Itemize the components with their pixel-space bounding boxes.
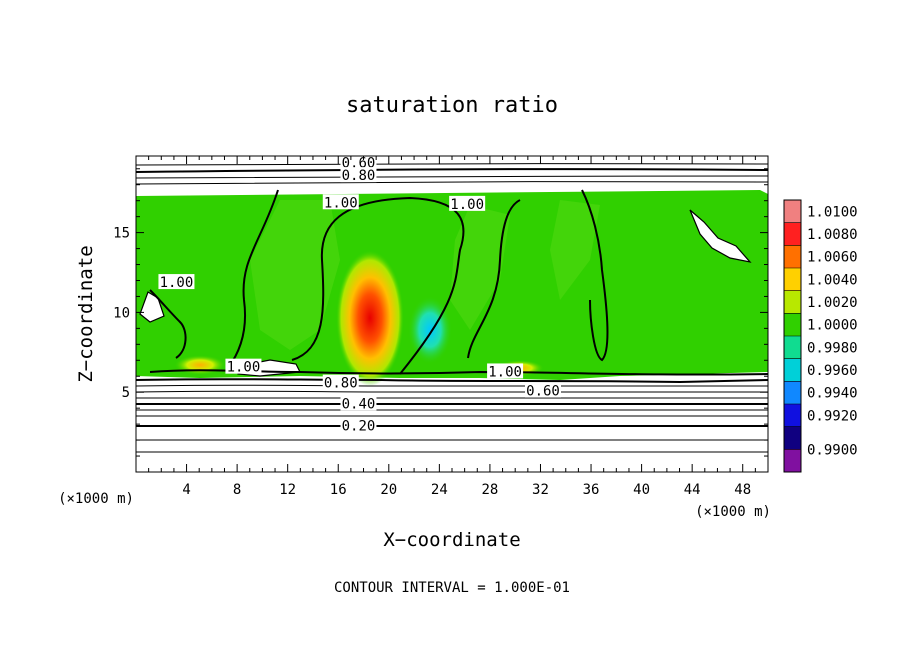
colorbar-tick-label: 0.9900 bbox=[807, 442, 858, 458]
x-tick-label: 8 bbox=[233, 482, 241, 498]
chart-title: saturation ratio bbox=[346, 93, 558, 118]
colorbar-swatch bbox=[784, 313, 801, 336]
contour-label-bg bbox=[340, 395, 377, 411]
contour-label-bg bbox=[340, 167, 377, 183]
x-axis-label: X−coordinate bbox=[383, 529, 520, 551]
contour-label-bg bbox=[322, 374, 359, 390]
colorbar-swatch bbox=[784, 426, 801, 450]
colorbar-swatch bbox=[784, 222, 801, 246]
contour-label: 1.00 bbox=[160, 275, 194, 291]
colorbar-swatch bbox=[784, 200, 801, 223]
colorbar-swatch bbox=[784, 404, 801, 427]
x-unit-label-right: (×1000 m) bbox=[695, 504, 771, 520]
x-tick-label: 4 bbox=[182, 482, 190, 498]
colorbar-swatch bbox=[784, 358, 801, 382]
y-tick-label: 15 bbox=[113, 226, 130, 242]
contour-label-bg bbox=[340, 417, 377, 433]
contour-label: 0.40 bbox=[342, 396, 376, 412]
y-tick-label: 5 bbox=[122, 385, 130, 401]
contour-label: 1.00 bbox=[450, 197, 484, 213]
colorbar-swatch bbox=[784, 336, 801, 359]
x-tick-label: 48 bbox=[734, 482, 751, 498]
colorbar-tick-label: 1.0080 bbox=[807, 227, 858, 243]
low-saturation-patch bbox=[408, 296, 452, 364]
x-tick-label: 20 bbox=[380, 482, 397, 498]
contour-label-layer: 0.600.801.00 1.001.001.00 1.000.80 0.600.40… bbox=[158, 156, 562, 435]
supersaturation-core bbox=[336, 250, 404, 386]
contour-label-bg bbox=[322, 194, 359, 210]
contour-lines bbox=[136, 163, 768, 453]
x-tick-label: 44 bbox=[684, 482, 701, 498]
colorbar-tick-label: 1.0060 bbox=[807, 250, 858, 266]
contour-label-bg bbox=[525, 382, 562, 398]
dry-patch-northeast bbox=[689, 209, 752, 263]
colorbar-swatch bbox=[784, 381, 801, 404]
x-unit-label-left: (×1000 m) bbox=[58, 491, 134, 507]
x-tick-label: 32 bbox=[532, 482, 549, 498]
x-tick-label: 36 bbox=[583, 482, 600, 498]
contour-label: 0.20 bbox=[342, 419, 376, 435]
x-tick-label: 16 bbox=[330, 482, 347, 498]
x-tick-label: 12 bbox=[279, 482, 296, 498]
colorbar-swatch bbox=[784, 245, 801, 268]
colorbar-tick-label: 0.9980 bbox=[807, 340, 858, 356]
contour-label: 1.00 bbox=[488, 364, 522, 380]
y-tick-label: 10 bbox=[113, 305, 130, 321]
field-lighter-patches bbox=[250, 200, 600, 350]
x-tick-label: 40 bbox=[633, 482, 650, 498]
contour-label-bg bbox=[225, 358, 262, 374]
x-axis-ticks: 4 8 12 16 20 24 28 32 36 40 44 48 bbox=[148, 156, 756, 498]
contour-label: 1.00 bbox=[227, 360, 261, 376]
y-axis-label: Z−coordinate bbox=[75, 245, 97, 382]
colorbar-tick-label: 1.0040 bbox=[807, 272, 858, 288]
x-tick-label: 28 bbox=[481, 482, 498, 498]
near-surface-patch-west bbox=[174, 355, 226, 375]
contour-label-bg bbox=[449, 195, 486, 211]
contour-interval-note: CONTOUR INTERVAL = 1.000E-01 bbox=[334, 580, 570, 596]
colorbar-tick-label: 0.9920 bbox=[807, 408, 858, 424]
colorbar-tick-label: 1.0000 bbox=[807, 318, 858, 334]
x-tick-label: 24 bbox=[431, 482, 448, 498]
contour-label: 0.60 bbox=[526, 384, 560, 400]
colorbar-swatch bbox=[784, 268, 801, 291]
colorbar-tick-label: 0.9940 bbox=[807, 386, 858, 402]
colorbar-tick-label: 1.0020 bbox=[807, 295, 858, 311]
colorbar-swatch bbox=[784, 449, 801, 472]
colorbar-swatch bbox=[784, 290, 801, 314]
contour-label-bg bbox=[158, 274, 195, 290]
plot-area: 0.600.801.00 1.001.001.00 1.000.80 0.600.40… bbox=[136, 156, 768, 472]
contour-label: 1.00 bbox=[324, 195, 358, 211]
contour-label: 0.80 bbox=[342, 168, 376, 184]
contour-label-bg bbox=[340, 156, 377, 170]
colorbar: 1.0100 1.0080 1.0060 1.0040 1.0020 1.0000 0.99… bbox=[783, 199, 858, 473]
contour-label-bg bbox=[487, 363, 524, 379]
contour-label: 0.80 bbox=[324, 376, 358, 392]
colorbar-tick-label: 0.9960 bbox=[807, 363, 858, 379]
y-axis-ticks: 5 10 15 bbox=[113, 168, 768, 457]
colorbar-tick-label: 1.0100 bbox=[807, 204, 858, 220]
